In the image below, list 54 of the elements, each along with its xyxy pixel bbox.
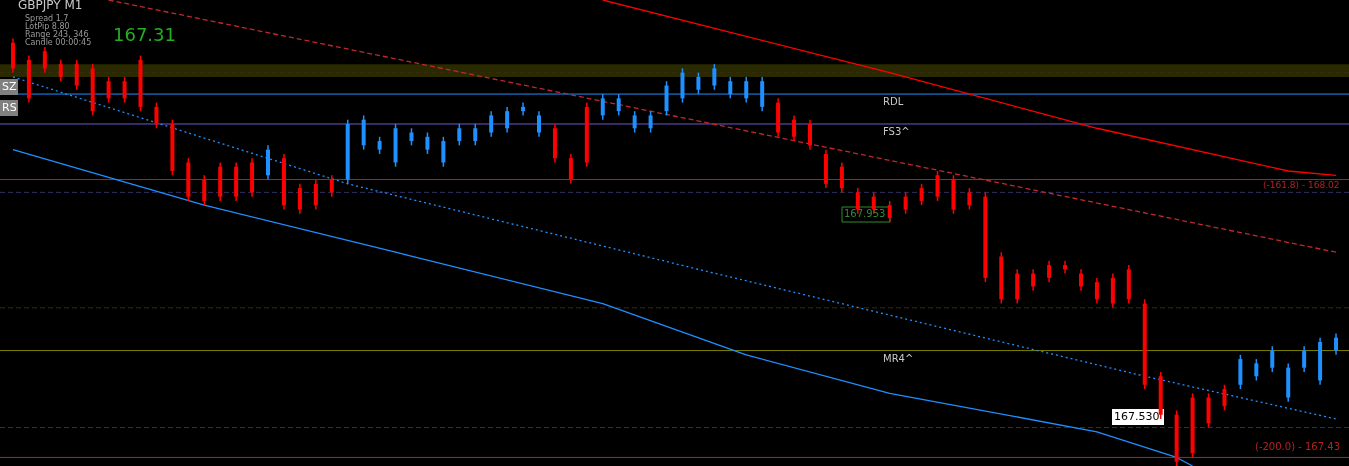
annotation: RS: [2, 101, 17, 114]
candlestick: [1334, 332, 1339, 356]
text: LotPip 8.80: [25, 22, 70, 31]
annotation: 167.953: [844, 208, 886, 219]
annotation: SZ: [2, 80, 17, 93]
candlestick: [1063, 260, 1068, 275]
candlestick: [457, 123, 462, 147]
candlestick: [58, 59, 63, 82]
candlestick: [74, 59, 79, 91]
candlestick: [887, 200, 892, 224]
annotation: Candle 00:00:45: [25, 38, 92, 47]
candlestick: [425, 131, 430, 155]
candlestick: [1222, 384, 1227, 412]
candlestick: [505, 106, 510, 134]
candlestick: [489, 110, 494, 138]
candlestick: [1094, 277, 1099, 305]
candlestick: [313, 178, 318, 211]
candlestick: [1302, 345, 1307, 373]
candlestick: [441, 136, 446, 168]
candlestick: [919, 183, 924, 206]
candlestick: [329, 174, 334, 198]
annotation: (-200.0) - 167.43: [1255, 441, 1340, 452]
text: Spread 1.7: [25, 14, 69, 23]
annotation: 167.530: [1114, 410, 1160, 423]
candlestick: [935, 170, 940, 202]
candlestick: [568, 153, 573, 185]
ref-line-label: FS3^: [883, 125, 910, 137]
candlestick: [1270, 345, 1275, 373]
candlestick: [42, 46, 47, 74]
candlestick: [297, 183, 302, 215]
candlestick: [839, 161, 844, 194]
candlestick: [1047, 260, 1052, 283]
candlestick: [473, 123, 478, 147]
annotation: 167.31: [113, 24, 176, 45]
candlestick: [807, 118, 812, 151]
candlestick: [648, 110, 653, 134]
candlestick: [1031, 268, 1036, 292]
candlestick: [967, 187, 972, 211]
candlestick: [1078, 268, 1083, 292]
chart-title: GBPJPY M1: [18, 0, 83, 12]
candlestick: [202, 174, 207, 206]
ref-line-label: MR4^: [883, 352, 914, 364]
candlestick: [1254, 358, 1259, 382]
annotation: (-161.8) - 168.02: [1263, 180, 1340, 190]
candlestick: [106, 76, 111, 104]
candlestick: [632, 110, 637, 134]
candlestick: [792, 114, 797, 142]
candlestick: [154, 101, 159, 130]
candlestick: [712, 63, 717, 91]
candlestick: [903, 191, 908, 215]
annotation: Range 243, 346: [25, 30, 89, 39]
candlestick: [537, 110, 542, 138]
candlestick: [122, 76, 127, 104]
ref-line-label: RDL: [883, 96, 904, 108]
